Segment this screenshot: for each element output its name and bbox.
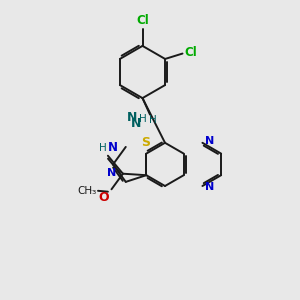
Text: N: N xyxy=(131,117,142,130)
Text: N: N xyxy=(107,168,116,178)
Text: N: N xyxy=(108,141,118,154)
Text: H: H xyxy=(99,143,106,153)
Text: N: N xyxy=(127,111,137,124)
Text: H: H xyxy=(140,114,147,124)
Text: Cl: Cl xyxy=(136,14,149,27)
Text: N: N xyxy=(205,136,214,146)
Text: H: H xyxy=(148,115,156,125)
Text: methyl: methyl xyxy=(90,190,95,191)
Text: O: O xyxy=(99,191,110,204)
Text: Cl: Cl xyxy=(184,46,197,59)
Text: CH₃: CH₃ xyxy=(77,186,97,196)
Text: N: N xyxy=(205,182,214,193)
Text: S: S xyxy=(141,136,150,149)
